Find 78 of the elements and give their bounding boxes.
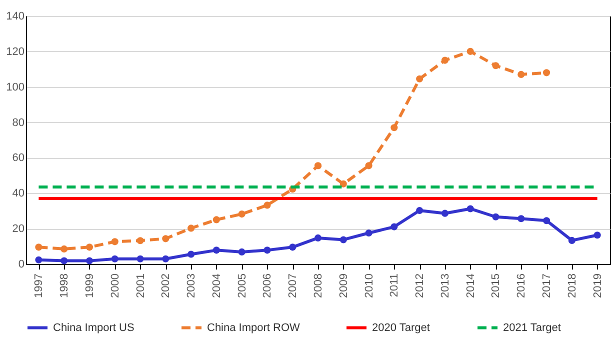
x-tick-label: 2002 <box>160 274 172 298</box>
x-tick-label: 2005 <box>236 274 248 298</box>
point <box>441 210 448 217</box>
point <box>111 255 118 262</box>
point <box>238 210 246 218</box>
point <box>162 255 170 262</box>
point <box>136 255 144 262</box>
point <box>340 236 347 244</box>
point <box>390 124 398 132</box>
x-tick-label: 2008 <box>312 274 324 298</box>
point <box>162 235 170 242</box>
point <box>568 236 576 244</box>
x-tick-label: 2010 <box>363 274 376 298</box>
point <box>264 246 271 254</box>
y-tick-label: 40 <box>12 188 24 200</box>
x-tick-label: 2001 <box>134 274 147 298</box>
point <box>518 215 525 222</box>
point <box>60 257 68 264</box>
x-tick-label: 2017 <box>541 274 554 298</box>
y-tick-label: 100 <box>6 81 24 94</box>
x-tick-label: 2004 <box>210 274 223 298</box>
point <box>416 75 424 82</box>
point <box>466 48 474 55</box>
y-tick-label: 140 <box>6 10 24 22</box>
point <box>289 244 296 251</box>
x-tick-label: 2013 <box>439 274 452 298</box>
point <box>86 244 94 251</box>
point <box>60 245 68 252</box>
point <box>188 224 195 232</box>
point <box>390 223 398 230</box>
point <box>492 62 500 70</box>
x-tick-label: 2012 <box>414 274 426 298</box>
legend-label: China Import US <box>53 322 134 334</box>
point <box>136 237 144 244</box>
x-tick-label: 2011 <box>388 274 401 298</box>
x-tick-label: 1997 <box>33 274 46 298</box>
legend-label: 2021 Target <box>503 322 561 334</box>
y-tick-label: 0 <box>18 258 24 270</box>
point <box>441 56 448 64</box>
y-tick-label: 20 <box>12 223 24 236</box>
legend-label: 2020 Target <box>372 322 430 334</box>
point <box>466 205 474 212</box>
x-tick-label: 2007 <box>287 274 300 298</box>
y-tick-label: 80 <box>12 116 24 129</box>
point <box>314 162 322 170</box>
point <box>35 244 42 251</box>
point <box>416 206 424 214</box>
x-tick-label: 2014 <box>464 274 477 298</box>
y-tick-label: 120 <box>6 46 24 58</box>
point <box>188 250 195 258</box>
x-tick-label: 2003 <box>186 274 198 298</box>
point <box>35 256 42 264</box>
point <box>594 232 601 239</box>
x-tick-label: 2016 <box>516 274 528 298</box>
point <box>212 216 220 224</box>
point <box>542 217 550 224</box>
x-tick-label: 2006 <box>262 274 274 298</box>
point <box>518 70 525 78</box>
legend-label: China Import ROW <box>207 322 301 334</box>
point <box>340 180 347 188</box>
x-tick-label: 2009 <box>338 274 350 298</box>
x-tick-label: 2019 <box>592 274 604 298</box>
x-tick-label: 2015 <box>490 274 502 298</box>
point <box>365 162 372 170</box>
point <box>111 238 118 246</box>
point <box>492 213 500 220</box>
point <box>264 202 271 209</box>
point <box>314 234 322 242</box>
x-tick-label: 1998 <box>58 274 71 298</box>
point <box>212 246 220 254</box>
point <box>365 229 372 237</box>
x-tick-label: 1999 <box>84 274 96 298</box>
x-tick-label: 2000 <box>109 274 122 298</box>
y-tick-label: 60 <box>12 152 24 164</box>
point <box>542 69 550 76</box>
point <box>238 248 246 256</box>
x-tick-label: 2018 <box>566 274 578 298</box>
point <box>86 257 94 264</box>
